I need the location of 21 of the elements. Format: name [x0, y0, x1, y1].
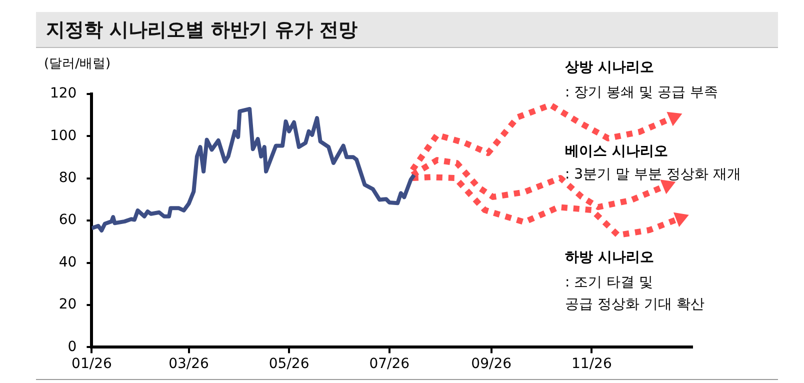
annotation: : 장기 봉쇄 및 공급 부족 [565, 84, 718, 101]
x-tick-label: 01/26 [72, 356, 112, 372]
x-tick-label: 05/26 [268, 356, 310, 372]
annotation: : 조기 타결 및 공급 정상화 기대 확산 [565, 274, 704, 313]
y-axis-title: (달러/배럴) [44, 56, 111, 72]
x-tick-label: 11/26 [572, 356, 612, 372]
annotation: : 3분기 말 부분 정상화 재개 [565, 166, 741, 183]
y-tick-label: 100 [50, 128, 77, 144]
y-tick-label: 60 [58, 212, 77, 228]
y-tick-label: 40 [58, 254, 77, 270]
series-label: 하방 시나리오 [565, 250, 654, 266]
text: 상방 시나리오 [565, 60, 654, 76]
series-label: 베이스 시나리오 [565, 144, 668, 160]
y-tick-label: 20 [58, 296, 77, 313]
y-tick-label: 80 [58, 170, 77, 186]
x-tick-label: 09/26 [471, 356, 512, 372]
chart-title: 지정학 시나리오별 하반기 유가 전망 [36, 12, 778, 48]
x-tick-label: 03/26 [168, 356, 210, 372]
y-tick-label: 120 [50, 86, 77, 102]
x-tick-label: 07/26 [369, 356, 410, 372]
y-tick-label: 0 [68, 338, 77, 355]
